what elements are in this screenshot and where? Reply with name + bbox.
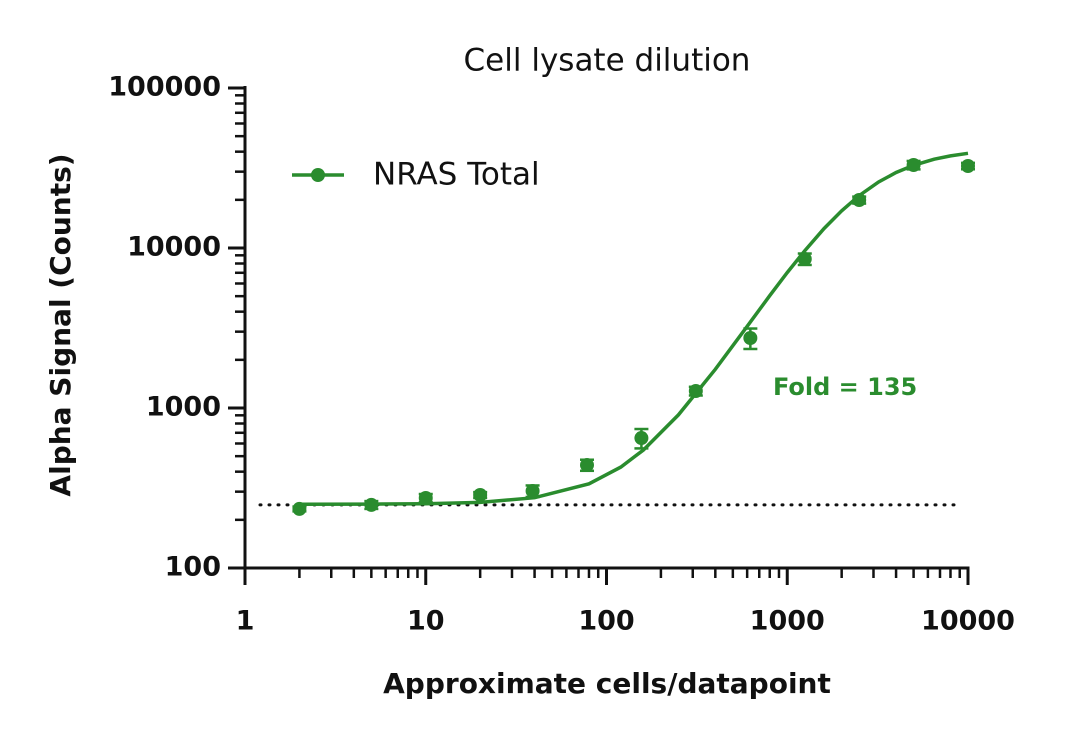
x-tick-label: 10 (407, 606, 445, 637)
legend-label: NRAS Total (373, 157, 540, 193)
chart-title: Cell lysate dilution (464, 43, 751, 79)
y-axis-title: Alpha Signal (Counts) (44, 153, 77, 496)
fit-curve (299, 151, 969, 507)
data-point (364, 497, 379, 512)
data-point (852, 193, 867, 208)
y-tick-label: 1000 (146, 392, 221, 423)
legend-swatch (311, 168, 325, 182)
data-point (961, 158, 975, 173)
y-tick-label: 100000 (108, 72, 221, 103)
data-point (906, 158, 921, 173)
data-point (579, 458, 594, 473)
data-point (797, 252, 812, 267)
x-axis-title: Approximate cells/datapoint (383, 667, 831, 700)
data-point (688, 384, 703, 399)
data-point (525, 483, 540, 498)
data-point (634, 431, 649, 446)
x-tick-label: 10000 (921, 606, 1015, 637)
data-point (743, 331, 758, 346)
data-point (418, 490, 433, 505)
annotation: Fold = 135 (773, 373, 917, 401)
x-tick-label: 100 (578, 606, 634, 637)
data-point (292, 501, 307, 516)
y-tick-label: 10000 (127, 232, 221, 263)
x-tick-label: 1000 (750, 606, 825, 637)
data-point (473, 487, 488, 502)
x-tick-label: 1 (236, 606, 255, 637)
y-tick-label: 100 (165, 552, 221, 583)
